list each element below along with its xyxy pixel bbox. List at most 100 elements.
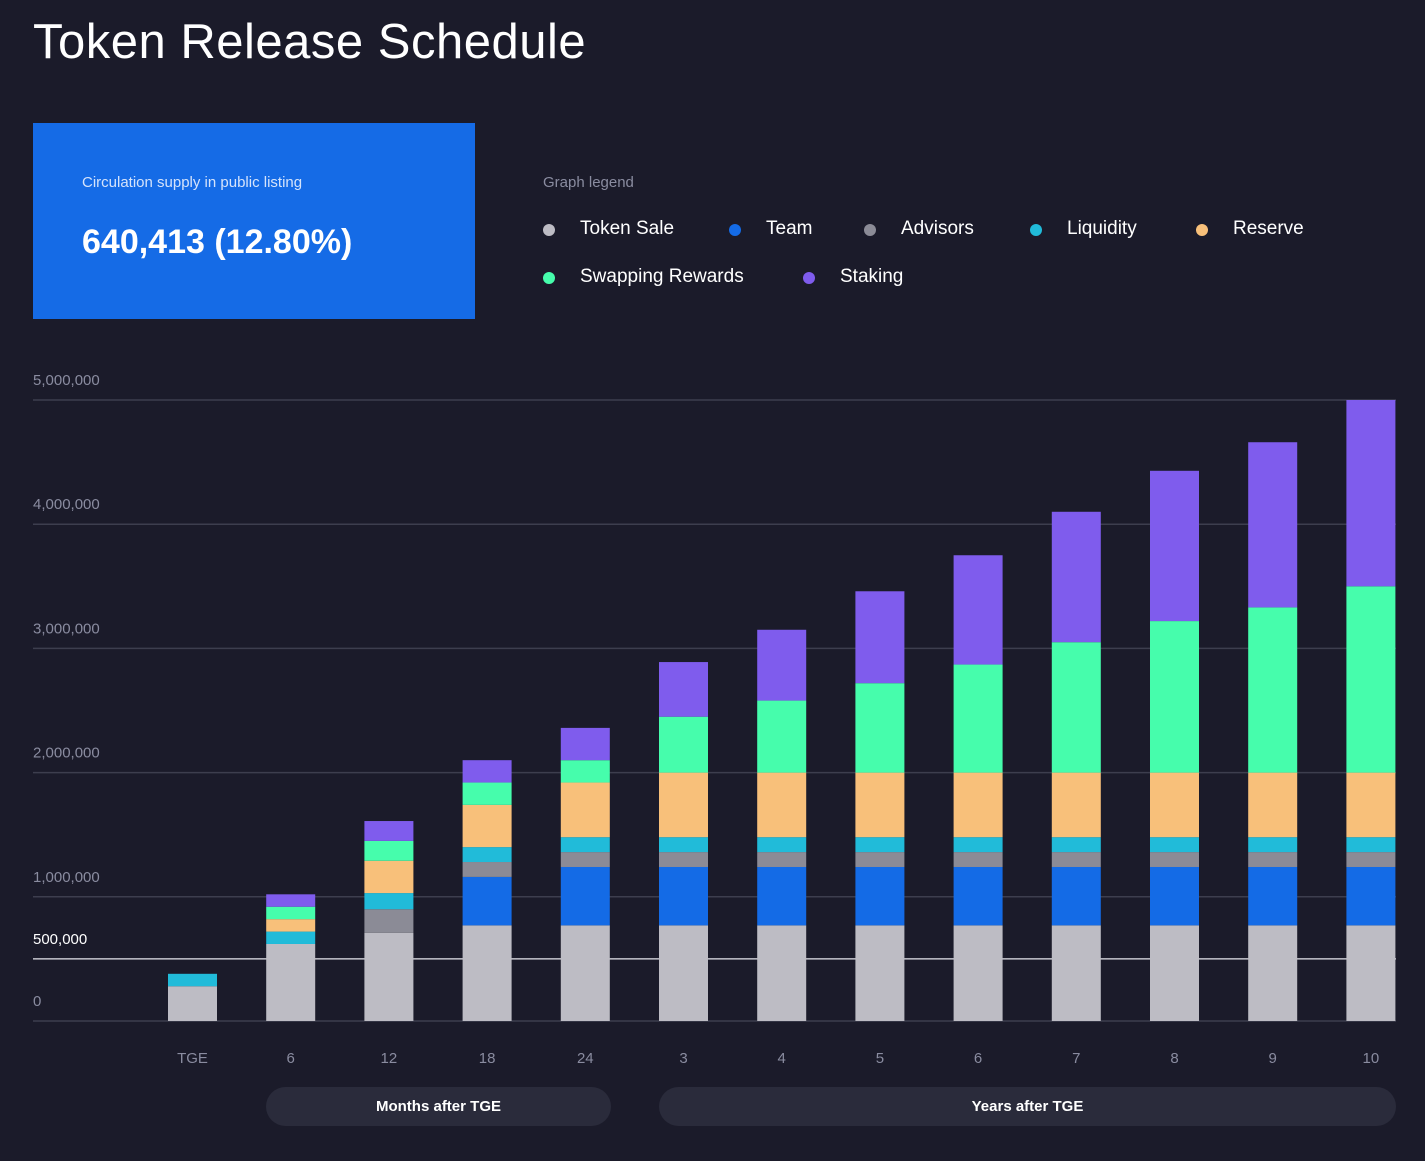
y-tick-label: 2,000,000 xyxy=(33,745,100,762)
bar-segment-token-sale xyxy=(1150,925,1199,1021)
x-tick-label: 5 xyxy=(876,1050,884,1067)
bar-segment-staking xyxy=(364,821,414,841)
bar-segment-team xyxy=(1346,866,1396,926)
x-tick-label: TGE xyxy=(177,1050,208,1067)
bar-segment-liquidity xyxy=(1346,837,1396,853)
y-tick-label: 1,000,000 xyxy=(33,869,100,886)
bar-segment-reserve xyxy=(855,772,905,838)
months-after-tge-label: Months after TGE xyxy=(266,1087,611,1126)
bar-segment-advisors xyxy=(1150,852,1199,867)
bar-segment-advisors xyxy=(1248,852,1298,867)
bar-segment-liquidity xyxy=(1150,837,1199,853)
bar-segment-reserve xyxy=(560,782,610,838)
legend-label: Token Sale xyxy=(580,218,675,239)
bar-segment-swapping-rewards xyxy=(462,782,512,805)
x-tick-label: 3 xyxy=(679,1050,687,1067)
bar-segment-token-sale xyxy=(462,925,512,1021)
bar-segment-token-sale xyxy=(168,986,217,1021)
bar-segment-swapping-rewards xyxy=(1248,607,1298,773)
y-tick-label: 500,000 xyxy=(33,931,87,948)
bar-segment-staking xyxy=(1150,470,1199,622)
bar-segment-swapping-rewards xyxy=(266,906,316,920)
bar-segment-team xyxy=(462,876,512,926)
bar-segment-token-sale xyxy=(855,925,905,1021)
bar-segment-reserve xyxy=(757,772,807,838)
legend-dot-icon xyxy=(729,224,741,236)
bar-segment-liquidity xyxy=(659,837,708,853)
bar-segment-token-sale xyxy=(659,925,708,1021)
bar-segment-token-sale xyxy=(1346,925,1396,1021)
bar-segment-token-sale xyxy=(364,932,414,1021)
bar-segment-reserve xyxy=(1150,772,1199,838)
bar-segment-liquidity xyxy=(855,837,905,853)
bar-segment-reserve xyxy=(659,772,708,838)
bar-segment-team xyxy=(953,866,1003,926)
bar-segment-team xyxy=(560,866,610,926)
bar-segment-advisors xyxy=(855,852,905,867)
x-tick-label: 10 xyxy=(1363,1050,1380,1067)
bar-segment-liquidity xyxy=(1051,837,1101,853)
bar-segment-swapping-rewards xyxy=(364,840,414,861)
bar-segment-reserve xyxy=(1248,772,1298,838)
bar-segment-liquidity xyxy=(168,973,217,987)
bar-segment-reserve xyxy=(1051,772,1101,838)
bar-segment-staking xyxy=(266,894,316,907)
bar-segment-team xyxy=(1248,866,1298,926)
bar-segment-team xyxy=(1051,866,1101,926)
bar-segment-staking xyxy=(953,555,1003,665)
bar-segment-liquidity xyxy=(953,837,1003,853)
bar-segment-staking xyxy=(1248,442,1298,608)
bar-segment-advisors xyxy=(953,852,1003,867)
bar-segment-staking xyxy=(462,760,512,783)
legend-title: Graph legend xyxy=(543,174,634,191)
bar-segment-reserve xyxy=(364,860,414,894)
bar-segment-staking xyxy=(757,629,807,701)
bar-segment-team xyxy=(855,866,905,926)
bar-segment-token-sale xyxy=(266,943,316,1021)
bar-segment-token-sale xyxy=(1248,925,1298,1021)
legend-label: Staking xyxy=(840,266,904,287)
x-tick-label: 18 xyxy=(479,1050,496,1067)
bar-segment-staking xyxy=(1051,511,1101,643)
bar-segment-swapping-rewards xyxy=(953,664,1003,773)
bar-segment-staking xyxy=(659,662,708,717)
circulation-supply-label: Circulation supply in public listing xyxy=(82,174,303,191)
bar-segment-liquidity xyxy=(560,837,610,853)
bar-segment-advisors xyxy=(757,852,807,867)
circulation-supply-value: 640,413 (12.80%) xyxy=(82,223,353,261)
years-after-tge-label: Years after TGE xyxy=(659,1087,1396,1126)
bar-segment-swapping-rewards xyxy=(1051,642,1101,773)
bar-segment-staking xyxy=(1346,400,1396,587)
bar-segment-reserve xyxy=(462,804,512,848)
bar-segment-swapping-rewards xyxy=(855,683,905,773)
bar-segment-swapping-rewards xyxy=(757,700,807,773)
x-tick-label: 7 xyxy=(1072,1050,1080,1067)
bar-segment-liquidity xyxy=(757,837,807,853)
bar-segment-swapping-rewards xyxy=(659,716,708,773)
x-tick-label: 8 xyxy=(1170,1050,1178,1067)
bar-segment-staking xyxy=(855,591,905,684)
bar-segment-advisors xyxy=(462,862,512,877)
x-tick-label: 9 xyxy=(1269,1050,1277,1067)
legend-dot-icon xyxy=(1196,224,1208,236)
bar-segment-liquidity xyxy=(266,931,316,944)
legend-label: Advisors xyxy=(901,218,974,239)
page-title: Token Release Schedule xyxy=(33,15,587,69)
bar-segment-team xyxy=(757,866,807,926)
bar-segment-swapping-rewards xyxy=(560,760,610,783)
bar-segment-swapping-rewards xyxy=(1346,586,1396,773)
x-tick-label: 6 xyxy=(974,1050,982,1067)
bar-segment-token-sale xyxy=(1051,925,1101,1021)
bar-segment-liquidity xyxy=(462,847,512,863)
y-tick-label: 0 xyxy=(33,993,41,1010)
bar-segment-advisors xyxy=(560,852,610,867)
bar-segment-token-sale xyxy=(953,925,1003,1021)
bar-segment-advisors xyxy=(659,852,708,867)
y-tick-label: 3,000,000 xyxy=(33,620,100,637)
bar-segment-token-sale xyxy=(560,925,610,1021)
legend-dot-icon xyxy=(803,272,815,284)
legend-label: Reserve xyxy=(1233,218,1304,239)
legend-label: Team xyxy=(766,218,813,239)
bar-segment-advisors xyxy=(1051,852,1101,867)
